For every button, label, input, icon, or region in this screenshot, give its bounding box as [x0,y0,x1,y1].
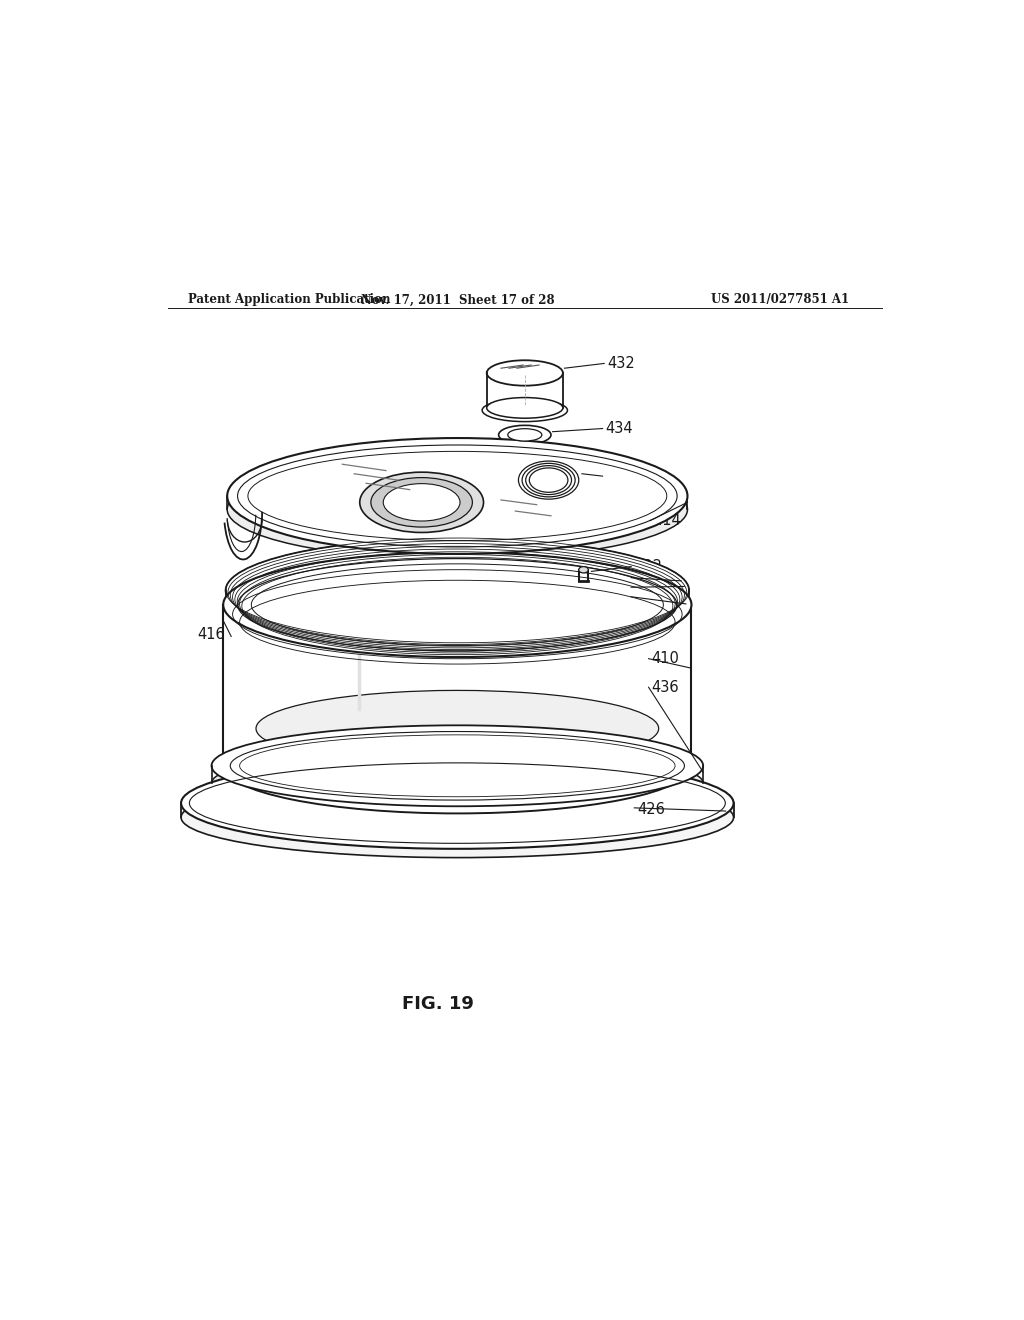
Text: 436: 436 [652,680,679,694]
Ellipse shape [371,478,472,527]
Text: 432: 432 [607,356,635,371]
Text: 422: 422 [634,560,663,574]
Text: 414: 414 [653,513,681,528]
Text: 424: 424 [634,579,663,595]
Text: Nov. 17, 2011  Sheet 17 of 28: Nov. 17, 2011 Sheet 17 of 28 [360,293,554,306]
Ellipse shape [212,747,703,818]
Ellipse shape [508,429,542,441]
Text: US 2011/0277851 A1: US 2011/0277851 A1 [712,293,850,306]
Ellipse shape [359,473,483,532]
Ellipse shape [227,459,687,560]
Ellipse shape [181,758,733,849]
Ellipse shape [486,360,563,385]
Text: 434: 434 [606,421,634,436]
Text: 428: 428 [634,589,663,605]
Text: FIG. 19: FIG. 19 [401,995,473,1012]
Text: 410: 410 [652,651,680,667]
Ellipse shape [227,438,687,554]
Text: 418: 418 [634,570,663,585]
Text: 426: 426 [638,803,666,817]
Ellipse shape [383,483,460,521]
Text: Patent Application Publication: Patent Application Publication [187,293,390,306]
Text: 416: 416 [197,627,225,643]
Text: 433: 433 [606,469,633,483]
Ellipse shape [499,425,551,445]
Ellipse shape [181,777,733,858]
Ellipse shape [482,399,567,421]
Ellipse shape [225,539,689,643]
Ellipse shape [579,566,588,573]
Ellipse shape [256,690,658,767]
Ellipse shape [212,725,703,807]
Ellipse shape [225,564,689,652]
Ellipse shape [223,552,691,657]
Ellipse shape [518,461,579,499]
Ellipse shape [486,397,563,418]
